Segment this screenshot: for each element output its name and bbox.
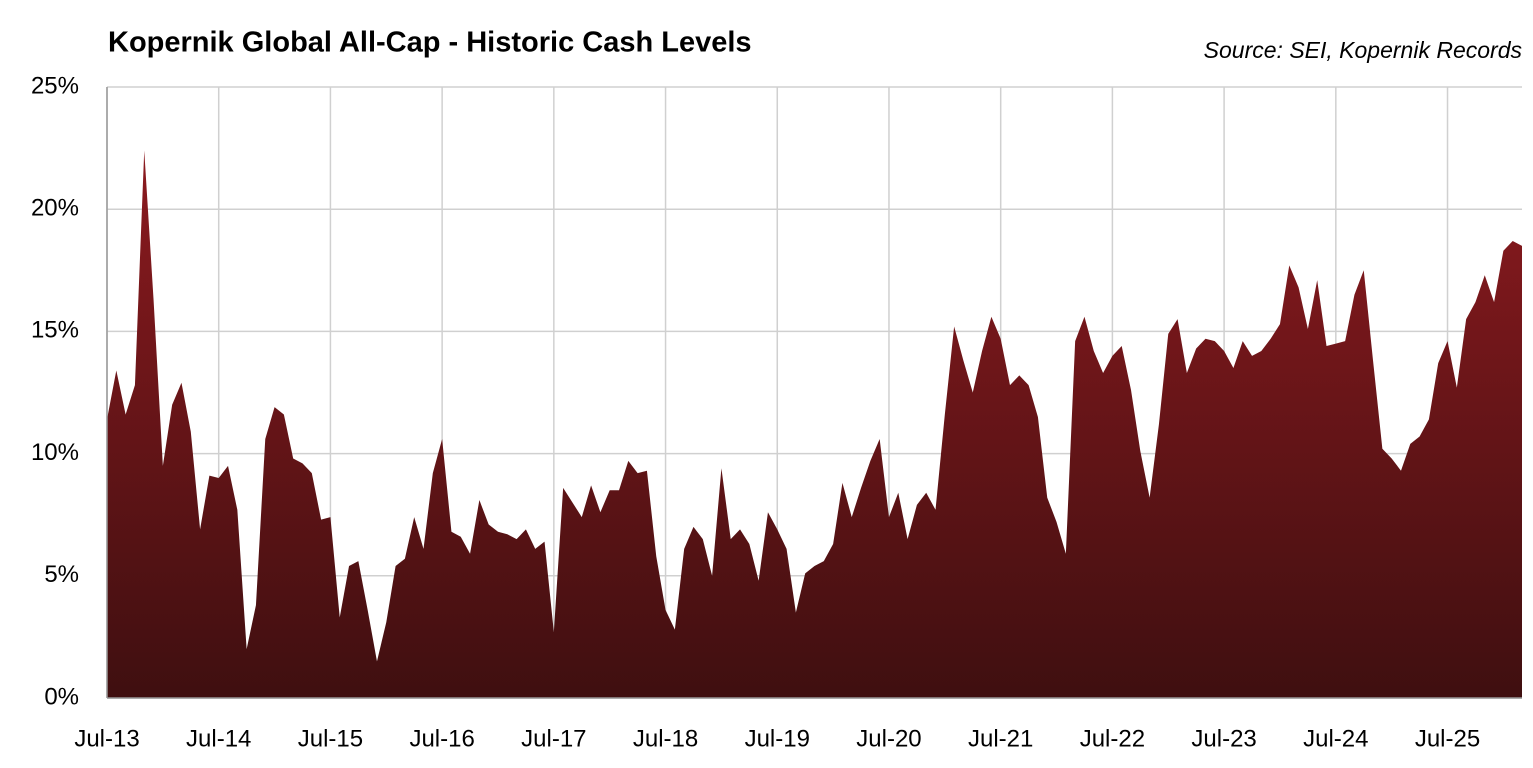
source-note: Source: SEI, Kopernik Records — [1204, 37, 1523, 63]
area — [107, 150, 1522, 699]
x-tick-label: Jul-13 — [74, 725, 139, 752]
chart-title: Kopernik Global All-Cap - Historic Cash … — [108, 27, 752, 59]
x-tick-label: Jul-17 — [521, 725, 586, 752]
y-tick-label: 0% — [44, 683, 79, 710]
y-tick-label: 15% — [31, 317, 79, 344]
x-tick-label: Jul-14 — [186, 725, 251, 752]
y-tick-label: 20% — [31, 195, 79, 222]
y-tick-label: 10% — [31, 439, 79, 466]
y-tick-label: 5% — [44, 561, 79, 588]
x-tick-label: Jul-24 — [1303, 725, 1368, 752]
x-tick-label: Jul-25 — [1415, 725, 1480, 752]
y-tick-label: 25% — [31, 72, 79, 99]
x-tick-label: Jul-21 — [968, 725, 1033, 752]
x-tick-label: Jul-16 — [409, 725, 474, 752]
x-tick-label: Jul-23 — [1191, 725, 1256, 752]
x-tick-label: Jul-18 — [633, 725, 698, 752]
x-tick-label: Jul-20 — [856, 725, 921, 752]
x-tick-label: Jul-22 — [1080, 725, 1145, 752]
x-tick-label: Jul-19 — [745, 725, 810, 752]
x-tick-label: Jul-15 — [298, 725, 363, 752]
